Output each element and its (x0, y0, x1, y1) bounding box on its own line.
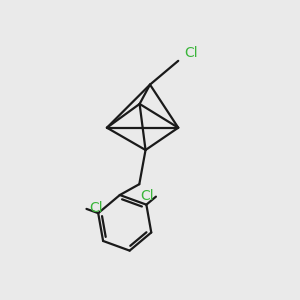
Text: Cl: Cl (140, 189, 154, 203)
Text: Cl: Cl (89, 201, 103, 215)
Text: Cl: Cl (184, 46, 198, 59)
